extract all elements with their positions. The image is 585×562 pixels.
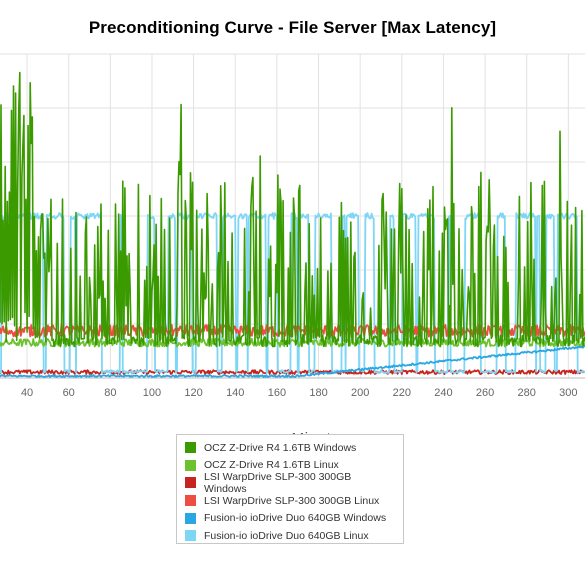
series-line-1 <box>0 71 585 348</box>
legend-swatch <box>185 459 196 471</box>
x-tick-label: 80 <box>104 387 116 399</box>
line-chart: 40 60 80 100 120 140 160 180 200 220 240 260 280 300 <box>0 53 585 399</box>
legend-item: OCZ Z-Drive R4 1.6TB Linux <box>185 457 395 475</box>
legend-item: LSI WarpDrive SLP-300 300GB Windows <box>185 470 395 495</box>
x-tick-label: 180 <box>309 387 327 399</box>
legend-label: LSI WarpDrive SLP-300 300GB Linux <box>204 494 380 507</box>
legend-label: Fusion-io ioDrive Duo 640GB Linux <box>204 529 369 542</box>
legend-label: Fusion-io ioDrive Duo 640GB Windows <box>204 512 387 525</box>
legend-label: OCZ Z-Drive R4 1.6TB Linux <box>204 459 339 472</box>
x-tick-label: 60 <box>63 387 75 399</box>
x-tick-label: 300 <box>559 387 577 399</box>
x-tick-label: 100 <box>143 387 161 399</box>
x-tick-label: 260 <box>476 387 494 399</box>
legend-swatch <box>185 495 196 507</box>
x-tick-label: 200 <box>351 387 369 399</box>
legend-swatch <box>185 442 196 454</box>
x-tick-label: 120 <box>184 387 202 399</box>
series-line-5 <box>0 345 585 378</box>
series-lines <box>0 71 585 378</box>
legend-swatch <box>185 530 196 542</box>
legend-swatch <box>185 477 196 489</box>
x-tick-label: 40 <box>21 387 33 399</box>
series-line-6 <box>0 212 585 374</box>
legend-item: OCZ Z-Drive R4 1.6TB Windows <box>185 439 395 457</box>
legend-swatch <box>185 512 196 524</box>
legend-item: LSI WarpDrive SLP-300 300GB Linux <box>185 492 395 510</box>
legend-label: OCZ Z-Drive R4 1.6TB Windows <box>204 441 357 454</box>
x-tick-label: 220 <box>393 387 411 399</box>
x-tick-label: 160 <box>268 387 286 399</box>
legend-label: LSI WarpDrive SLP-300 300GB Windows <box>204 470 352 495</box>
legend-item: Fusion-io ioDrive Duo 640GB Windows <box>185 509 395 527</box>
chart-title: Preconditioning Curve - File Server [Max… <box>88 18 497 37</box>
x-tick-label: 140 <box>226 387 244 399</box>
x-tick-label: 240 <box>434 387 452 399</box>
legend: OCZ Z-Drive R4 1.6TB Windows OCZ Z-Drive … <box>176 434 404 544</box>
legend-item: Fusion-io ioDrive Duo 640GB Linux <box>185 527 395 545</box>
x-axis-ticks: 40 60 80 100 120 140 160 180 200 220 240 260 280 300 <box>21 387 578 399</box>
x-tick-label: 280 <box>518 387 536 399</box>
